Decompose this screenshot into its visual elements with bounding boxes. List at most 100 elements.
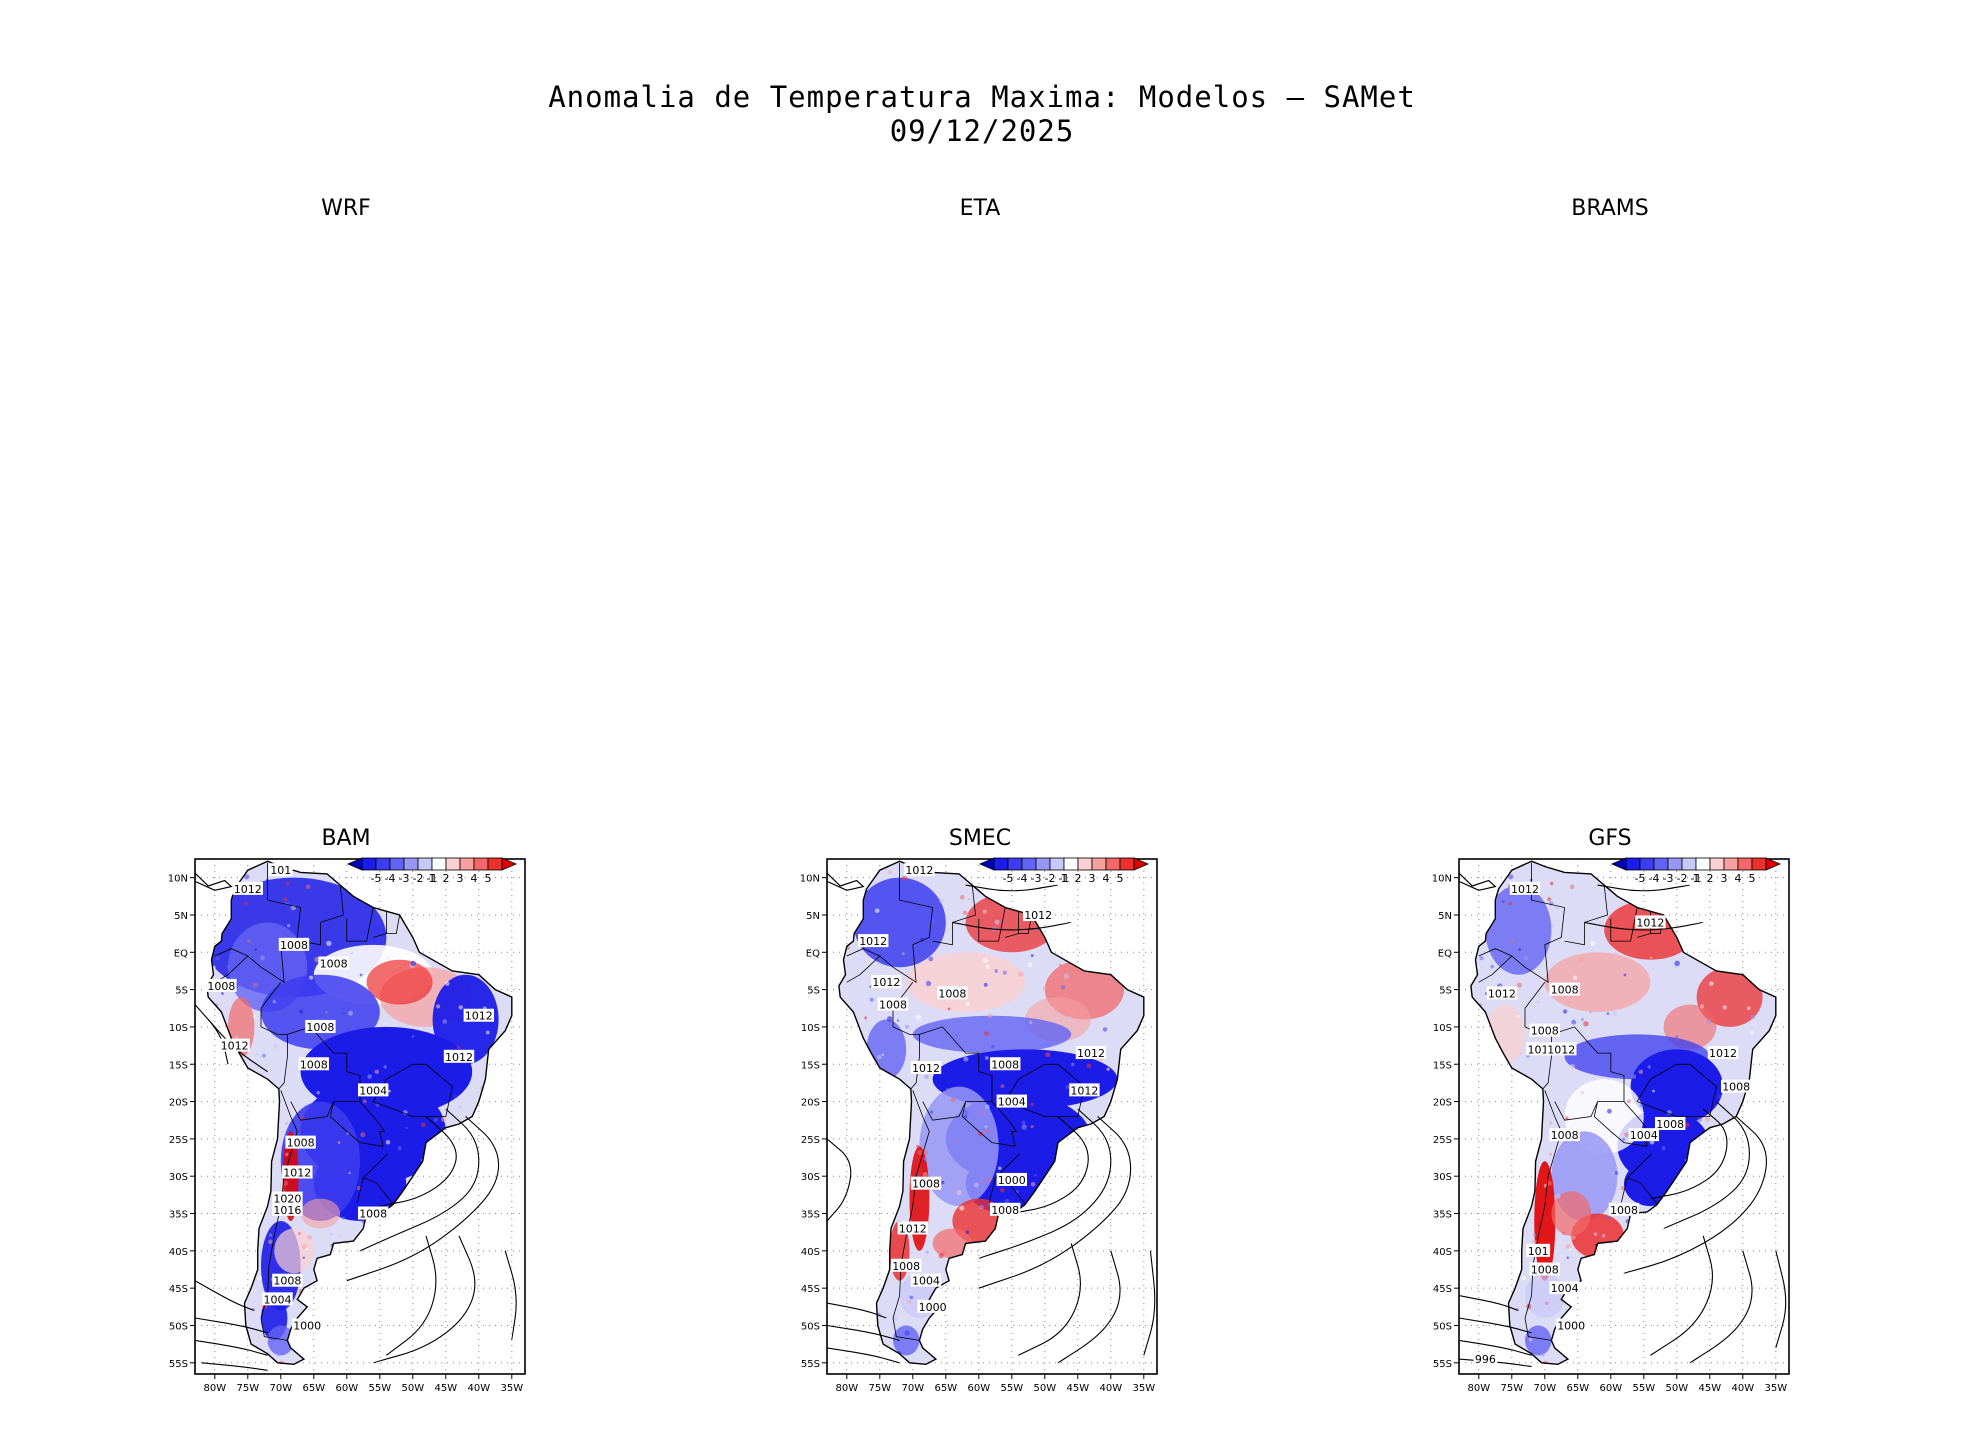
isobar-label-bg	[318, 956, 349, 970]
panel-title-wrf: WRF	[321, 196, 371, 221]
anomaly-speckle	[1612, 1171, 1615, 1175]
anomaly-speckle	[1596, 1313, 1602, 1319]
anomaly-speckle	[1535, 1277, 1540, 1282]
anomaly-speckle	[1093, 917, 1097, 921]
isobar-label: 1012	[445, 1051, 473, 1064]
anomaly-speckle	[506, 1220, 510, 1225]
anomaly-speckle	[433, 1222, 436, 1226]
isobar-line	[978, 1108, 1112, 1259]
anomaly-speckle	[858, 1161, 861, 1164]
colorbar-box	[1077, 857, 1093, 871]
isobar-label: 1008	[280, 939, 308, 952]
country-border	[1636, 1063, 1717, 1117]
anomaly-speckle	[466, 941, 470, 944]
anomaly-speckle	[1602, 1330, 1608, 1337]
panel-title-brams: BRAMS	[1571, 196, 1649, 221]
anomaly-speckle	[956, 1190, 962, 1196]
country-border	[1610, 907, 1638, 942]
isobar-label-bg	[871, 975, 902, 989]
anomaly-speckle	[1758, 1294, 1762, 1298]
isobar-label-bg	[1628, 1128, 1659, 1142]
anomaly-speckle	[1571, 1235, 1576, 1240]
anomaly-speckle	[283, 897, 288, 902]
lon-tick-label: 50W	[401, 1383, 424, 1394]
anomaly-speckle	[233, 1187, 239, 1193]
anomaly-speckle	[435, 1302, 439, 1306]
isobar-label: 1008	[892, 1260, 920, 1273]
country-border	[846, 948, 881, 983]
anomaly-speckle	[1709, 1321, 1713, 1325]
anomaly-speckle	[453, 1094, 458, 1099]
lon-tick-label: 55W	[368, 1383, 391, 1394]
anomaly-speckle	[963, 1109, 969, 1115]
map-content: 1012101210121008100810121012100810121008…	[1432, 857, 1790, 1394]
lat-tick-label: 10S	[801, 1023, 820, 1034]
lon-tick-label: 50W	[1033, 1383, 1056, 1394]
anomaly-speckle	[1109, 1312, 1112, 1315]
anomaly-speckle	[282, 1180, 289, 1187]
isobar-label: 1016	[273, 1204, 301, 1217]
anomaly-speckle	[1639, 1103, 1644, 1107]
isobar-label-bg	[1556, 1318, 1587, 1332]
anomaly-speckle	[1681, 1176, 1686, 1181]
colorbar-box	[1695, 857, 1711, 871]
anomaly-speckle	[1467, 1367, 1472, 1372]
panel-title-eta: ETA	[959, 196, 1001, 221]
lon-tick-label: 65W	[934, 1383, 957, 1394]
anomaly-speckle	[1722, 1005, 1727, 1010]
lat-tick-label: 50S	[169, 1321, 188, 1332]
anomaly-speckle	[1521, 1275, 1526, 1281]
anomaly-region	[1544, 952, 1651, 1013]
anomaly-speckle	[302, 1256, 306, 1260]
anomaly-speckle	[1749, 1030, 1754, 1035]
anomaly-speckle	[1584, 1333, 1587, 1336]
anomaly-speckle	[1058, 963, 1063, 967]
lat-tick-label: 10N	[1432, 874, 1452, 885]
colorbar-label: -2	[1045, 872, 1056, 885]
anomaly-speckle	[848, 1366, 851, 1369]
isobar-line	[1689, 1250, 1753, 1364]
lon-tick-label: 65W	[302, 1383, 325, 1394]
lat-tick-label: 55S	[801, 1359, 820, 1370]
isobar-label-bg	[877, 997, 909, 1011]
anomaly-speckle	[440, 1116, 447, 1122]
lon-tick-label: 55W	[1000, 1383, 1023, 1394]
lat-tick-label: 15S	[169, 1060, 188, 1071]
anomaly-speckle	[1652, 1089, 1655, 1093]
anomaly-speckle	[385, 1139, 391, 1145]
anomaly-speckle	[939, 898, 945, 904]
lat-tick-label: EQ	[174, 948, 188, 959]
anomaly-speckle	[1661, 1146, 1666, 1151]
anomaly-speckle	[1465, 1155, 1468, 1158]
anomaly-speckle	[337, 1141, 341, 1145]
isobar-label-bg	[1075, 1046, 1107, 1060]
anomaly-speckle	[1494, 1257, 1499, 1261]
anomaly-speckle	[224, 871, 229, 876]
anomaly-speckle	[959, 1205, 965, 1211]
anomaly-speckle	[276, 1352, 281, 1357]
anomaly-speckle	[1689, 1165, 1693, 1169]
isobar-label: 1012	[234, 883, 262, 896]
anomaly-speckle	[1728, 1237, 1733, 1243]
anomaly-speckle	[241, 1075, 244, 1079]
isobar-label: 1012	[1511, 883, 1539, 896]
anomaly-speckle	[924, 1074, 929, 1080]
lat-tick-label: 10S	[169, 1023, 188, 1034]
isobar-label-bg	[282, 1165, 313, 1179]
anomaly-speckle	[430, 1362, 435, 1365]
country-border	[1018, 914, 1032, 934]
anomaly-speckle	[1625, 1317, 1630, 1321]
anomaly-speckle	[1565, 1116, 1569, 1120]
anomaly-speckle	[886, 1016, 893, 1022]
colorbar-box	[417, 857, 433, 871]
anomaly-speckle	[301, 1116, 305, 1120]
anomaly-speckle	[442, 1019, 448, 1024]
anomaly-speckle	[485, 1030, 490, 1035]
anomaly-speckle	[385, 956, 389, 960]
colorbar-box	[1119, 857, 1135, 871]
isobar-label: 1008	[1531, 1264, 1559, 1277]
isobar-label-bg	[858, 934, 889, 948]
isobar-label-bg	[358, 1206, 389, 1220]
anomaly-speckle	[1784, 1015, 1788, 1019]
lat-tick-label: 20S	[801, 1098, 820, 1109]
